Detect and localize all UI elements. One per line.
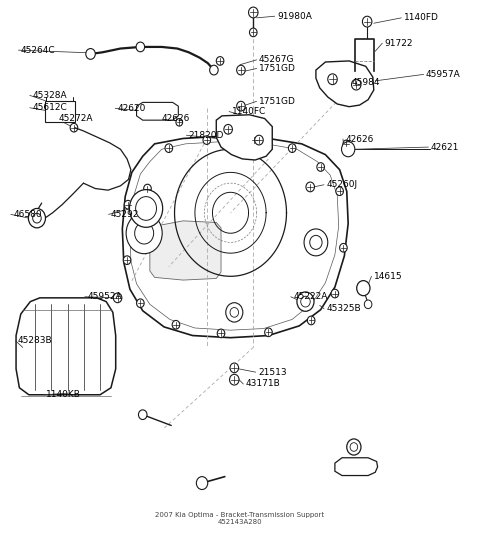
Text: 14615: 14615: [374, 272, 402, 281]
Circle shape: [351, 79, 361, 90]
Circle shape: [362, 16, 372, 27]
Circle shape: [137, 299, 144, 307]
Text: 1751GD: 1751GD: [259, 64, 296, 73]
Circle shape: [297, 292, 314, 311]
Text: 45267G: 45267G: [259, 55, 294, 64]
Circle shape: [126, 213, 162, 254]
Circle shape: [301, 296, 310, 307]
Text: 21820D: 21820D: [189, 131, 224, 140]
Circle shape: [331, 289, 339, 298]
Text: 45292: 45292: [111, 210, 139, 219]
Circle shape: [336, 187, 343, 195]
Circle shape: [130, 190, 163, 227]
Circle shape: [342, 141, 355, 157]
Text: 45264C: 45264C: [21, 46, 55, 54]
Circle shape: [237, 101, 245, 111]
Text: 91980A: 91980A: [277, 12, 312, 21]
Circle shape: [328, 74, 337, 85]
Circle shape: [304, 229, 328, 256]
Text: 42626: 42626: [345, 134, 374, 144]
Circle shape: [33, 213, 41, 223]
Circle shape: [255, 135, 263, 145]
Circle shape: [113, 293, 122, 302]
Text: 2007 Kia Optima - Bracket-Transmission Support
452143A280: 2007 Kia Optima - Bracket-Transmission S…: [156, 512, 324, 525]
Circle shape: [364, 300, 372, 308]
Text: 43171B: 43171B: [246, 380, 280, 388]
Circle shape: [226, 302, 243, 322]
Polygon shape: [137, 102, 179, 120]
Circle shape: [144, 184, 151, 193]
Circle shape: [307, 316, 315, 325]
Bar: [46, 101, 75, 122]
Text: 45222A: 45222A: [293, 292, 327, 301]
Circle shape: [224, 125, 232, 134]
Text: 1140FC: 1140FC: [231, 107, 266, 116]
Circle shape: [210, 65, 218, 75]
Text: 45984: 45984: [351, 78, 380, 87]
Circle shape: [229, 374, 239, 385]
Circle shape: [196, 477, 208, 490]
Polygon shape: [122, 137, 348, 338]
Text: 45612C: 45612C: [32, 103, 67, 112]
Circle shape: [306, 182, 314, 192]
Circle shape: [216, 57, 224, 65]
Circle shape: [28, 208, 46, 228]
Text: 46580: 46580: [13, 210, 42, 219]
Text: 45260J: 45260J: [326, 180, 358, 189]
Text: 45952A: 45952A: [87, 292, 122, 301]
Circle shape: [347, 439, 361, 455]
Circle shape: [250, 28, 257, 36]
Circle shape: [340, 244, 347, 252]
Circle shape: [176, 119, 182, 126]
Text: 21513: 21513: [258, 368, 287, 376]
Circle shape: [249, 7, 258, 18]
Circle shape: [135, 222, 154, 244]
Text: 1751GD: 1751GD: [259, 97, 296, 106]
Circle shape: [136, 196, 156, 220]
Circle shape: [230, 363, 239, 373]
Circle shape: [203, 136, 211, 144]
Text: 45283B: 45283B: [18, 336, 53, 345]
Circle shape: [251, 136, 258, 144]
Text: 45328A: 45328A: [32, 91, 67, 100]
Text: 45957A: 45957A: [426, 70, 461, 79]
Text: 45272A: 45272A: [59, 114, 93, 123]
Circle shape: [172, 320, 180, 329]
Circle shape: [123, 256, 131, 264]
Text: 42620: 42620: [118, 104, 146, 113]
Text: 1140KB: 1140KB: [47, 390, 81, 399]
Circle shape: [86, 48, 96, 59]
Text: 91722: 91722: [384, 39, 413, 48]
Circle shape: [237, 65, 245, 75]
Circle shape: [343, 140, 349, 147]
Circle shape: [310, 236, 322, 249]
Circle shape: [264, 328, 272, 337]
Text: 42626: 42626: [162, 114, 190, 123]
Circle shape: [350, 443, 358, 452]
Circle shape: [288, 144, 296, 152]
Polygon shape: [150, 221, 221, 280]
Circle shape: [165, 144, 173, 152]
Text: 45325B: 45325B: [326, 304, 361, 313]
Circle shape: [357, 281, 370, 296]
Circle shape: [230, 307, 239, 317]
Circle shape: [136, 42, 144, 52]
Text: 1140FD: 1140FD: [404, 14, 439, 22]
Polygon shape: [16, 298, 116, 395]
Polygon shape: [216, 115, 272, 160]
Polygon shape: [335, 458, 378, 475]
Text: 42621: 42621: [431, 143, 459, 152]
Circle shape: [124, 200, 132, 209]
Circle shape: [217, 329, 225, 338]
Circle shape: [70, 123, 78, 132]
Polygon shape: [316, 61, 374, 107]
Circle shape: [138, 410, 147, 419]
Circle shape: [317, 163, 324, 171]
